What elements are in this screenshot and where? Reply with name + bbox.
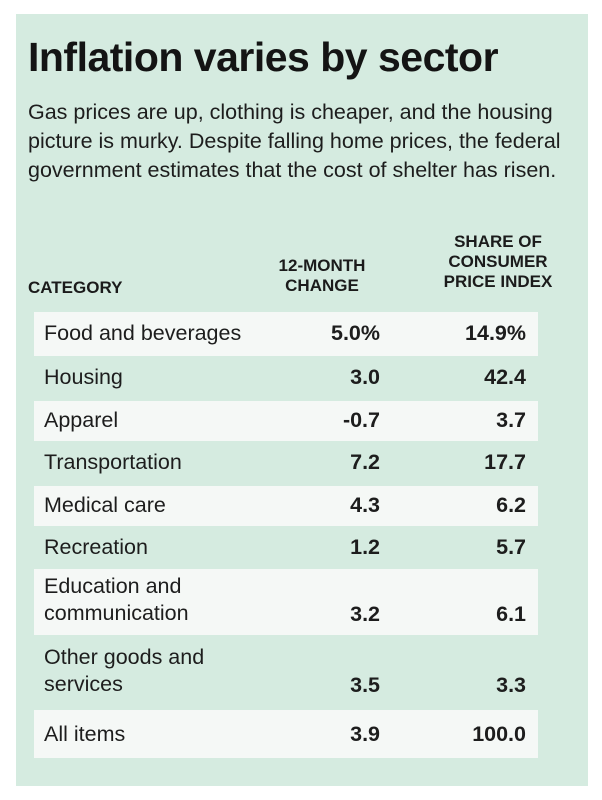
share-cell: 6.2 xyxy=(496,493,526,517)
change-cell: 5.0% xyxy=(330,321,380,345)
change-cell: 4.3 xyxy=(350,493,380,517)
change-cell: -0.7 xyxy=(342,408,380,432)
subtitle: Gas prices are up, clothing is cheaper, … xyxy=(28,100,561,182)
share-cell: 100.0 xyxy=(472,722,526,746)
category-cell: Medical care xyxy=(44,493,166,517)
column-header-change: 12-MONTH CHANGE xyxy=(278,256,366,295)
category-cell: Food and beverages xyxy=(44,321,242,345)
change-cell: 3.0 xyxy=(350,365,380,389)
table-row: Recreation 1.2 5.7 xyxy=(34,529,538,567)
column-header-share: SHARE OF CONSUMER PRICE INDEX xyxy=(443,232,553,291)
change-cell: 7.2 xyxy=(350,450,380,474)
share-cell: 6.1 xyxy=(496,602,526,626)
category-cell: Apparel xyxy=(44,408,119,432)
category-cell: All items xyxy=(44,722,126,746)
change-cell: 3.5 xyxy=(350,673,380,697)
table-row: Other goods and services 3.5 3.3 xyxy=(34,638,538,706)
table-row: Transportation 7.2 17.7 xyxy=(34,444,538,484)
category-cell: Education and communication xyxy=(44,574,189,625)
share-cell: 17.7 xyxy=(484,450,526,474)
table-row: Apparel -0.7 3.7 xyxy=(34,401,538,441)
info-panel xyxy=(16,14,588,786)
table-row: Housing 3.0 42.4 xyxy=(34,359,538,399)
page-title: Inflation varies by sector xyxy=(28,34,499,80)
change-cell: 3.2 xyxy=(350,602,380,626)
change-cell: 3.9 xyxy=(350,722,380,746)
share-cell: 3.3 xyxy=(496,673,526,697)
column-header-category: CATEGORY xyxy=(28,278,123,297)
category-cell: Transportation xyxy=(44,450,182,474)
table-row: Education and communication 3.2 6.1 xyxy=(34,569,538,635)
table-row: Food and beverages 5.0% 14.9% xyxy=(34,312,538,356)
table-row: All items 3.9 100.0 xyxy=(34,710,538,758)
share-cell: 42.4 xyxy=(484,365,526,389)
change-cell: 1.2 xyxy=(350,535,380,559)
share-cell: 3.7 xyxy=(496,408,526,432)
share-cell: 14.9% xyxy=(465,321,526,345)
category-cell: Other goods and services xyxy=(44,645,205,696)
share-cell: 5.7 xyxy=(496,535,526,559)
category-cell: Recreation xyxy=(44,535,148,559)
category-cell: Housing xyxy=(44,365,123,389)
table-row: Medical care 4.3 6.2 xyxy=(34,486,538,526)
